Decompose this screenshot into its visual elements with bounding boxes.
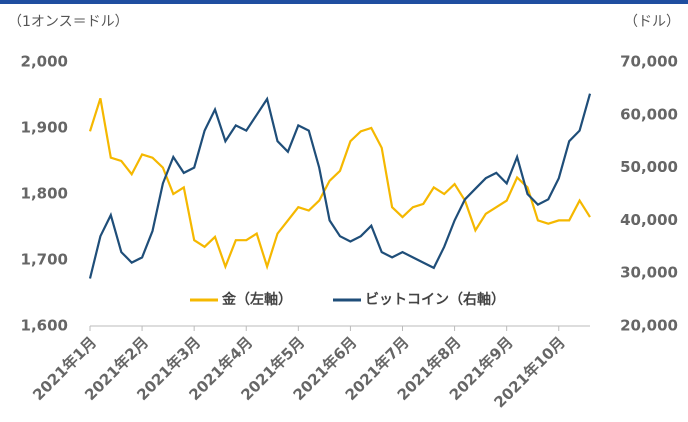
line-series <box>88 97 591 271</box>
legend-label: 金（左軸） <box>221 291 292 308</box>
top-border <box>0 0 688 4</box>
y-tick-label: 1,800 <box>21 185 68 203</box>
y2-axis-label: （ドル） <box>624 14 680 30</box>
y2-tick-label: 50,000 <box>620 158 678 176</box>
y2-tick-label: 40,000 <box>620 211 678 229</box>
y-tick-label: 1,600 <box>21 317 68 335</box>
line-series <box>88 93 592 279</box>
y2-tick-label: 30,000 <box>620 264 678 282</box>
y-tick-label: 1,700 <box>21 251 68 269</box>
legend-label: ビットコイン（右軸） <box>365 291 505 308</box>
y2-tick-label: 70,000 <box>620 53 678 71</box>
y2-tick-label: 20,000 <box>620 317 678 335</box>
y-tick-label: 2,000 <box>21 53 68 71</box>
y2-tick-label: 60,000 <box>620 105 678 123</box>
y-tick-label: 1,900 <box>21 119 68 137</box>
y-axis-label: （1オンス＝ドル） <box>8 14 129 30</box>
